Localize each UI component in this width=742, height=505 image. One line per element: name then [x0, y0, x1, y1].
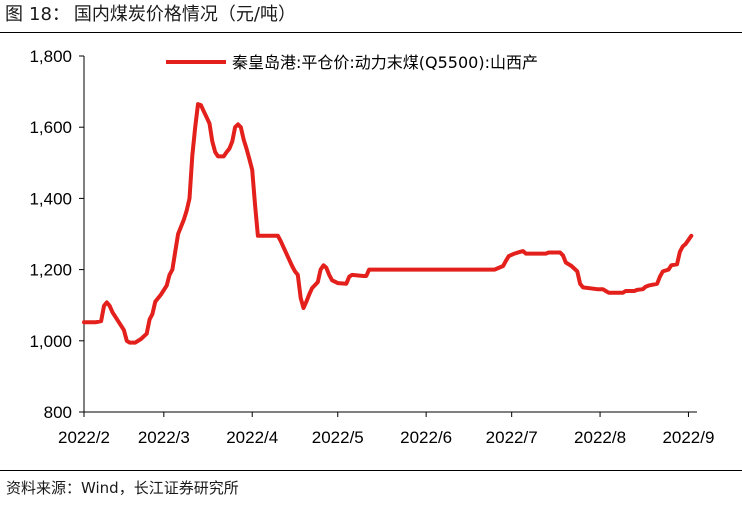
x-tick-label: 2022/5 [312, 428, 364, 447]
figure-label: 图 [5, 4, 23, 25]
figure-title: 图 18： 国内煤炭价格情况（元/吨） [5, 4, 296, 26]
x-tick-label: 2022/8 [574, 428, 626, 447]
figure-title-text: 国内煤炭价格情况（元/吨） [73, 4, 296, 25]
legend: 秦皇岛港:平仓价:动力末煤(Q5500):山西产 [166, 53, 538, 72]
x-tick-label: 2022/6 [400, 428, 452, 447]
x-tick-label: 2022/3 [138, 428, 190, 447]
x-tick-label: 2022/2 [58, 428, 110, 447]
x-tick-label: 2022/7 [486, 428, 538, 447]
y-tick-label: 1,200 [29, 261, 72, 280]
x-axis-ticks: 2022/2 2022/3 2022/4 2022/5 2022/6 2022/7 2022… [58, 412, 714, 447]
series-line [82, 102, 694, 345]
title-divider [0, 32, 742, 33]
y-tick-label: 1,000 [29, 332, 72, 351]
y-tick-label: 1,400 [29, 189, 72, 208]
x-tick-label: 2022/4 [226, 428, 278, 447]
axes [83, 56, 697, 413]
legend-label: 秦皇岛港:平仓价:动力末煤(Q5500):山西产 [232, 53, 538, 72]
y-tick-label: 800 [44, 403, 72, 422]
x-tick-label: 2022/9 [662, 428, 714, 447]
series-group [82, 102, 694, 345]
source-note: 资料来源：Wind，长江证券研究所 [6, 479, 239, 497]
figure-number: 18： [29, 4, 70, 25]
y-tick-label: 1,600 [29, 118, 72, 137]
y-axis-ticks: 800 1,000 1,200 1,400 1,600 1,800 [29, 47, 84, 422]
source-divider [0, 470, 742, 471]
y-tick-label: 1,800 [29, 47, 72, 66]
